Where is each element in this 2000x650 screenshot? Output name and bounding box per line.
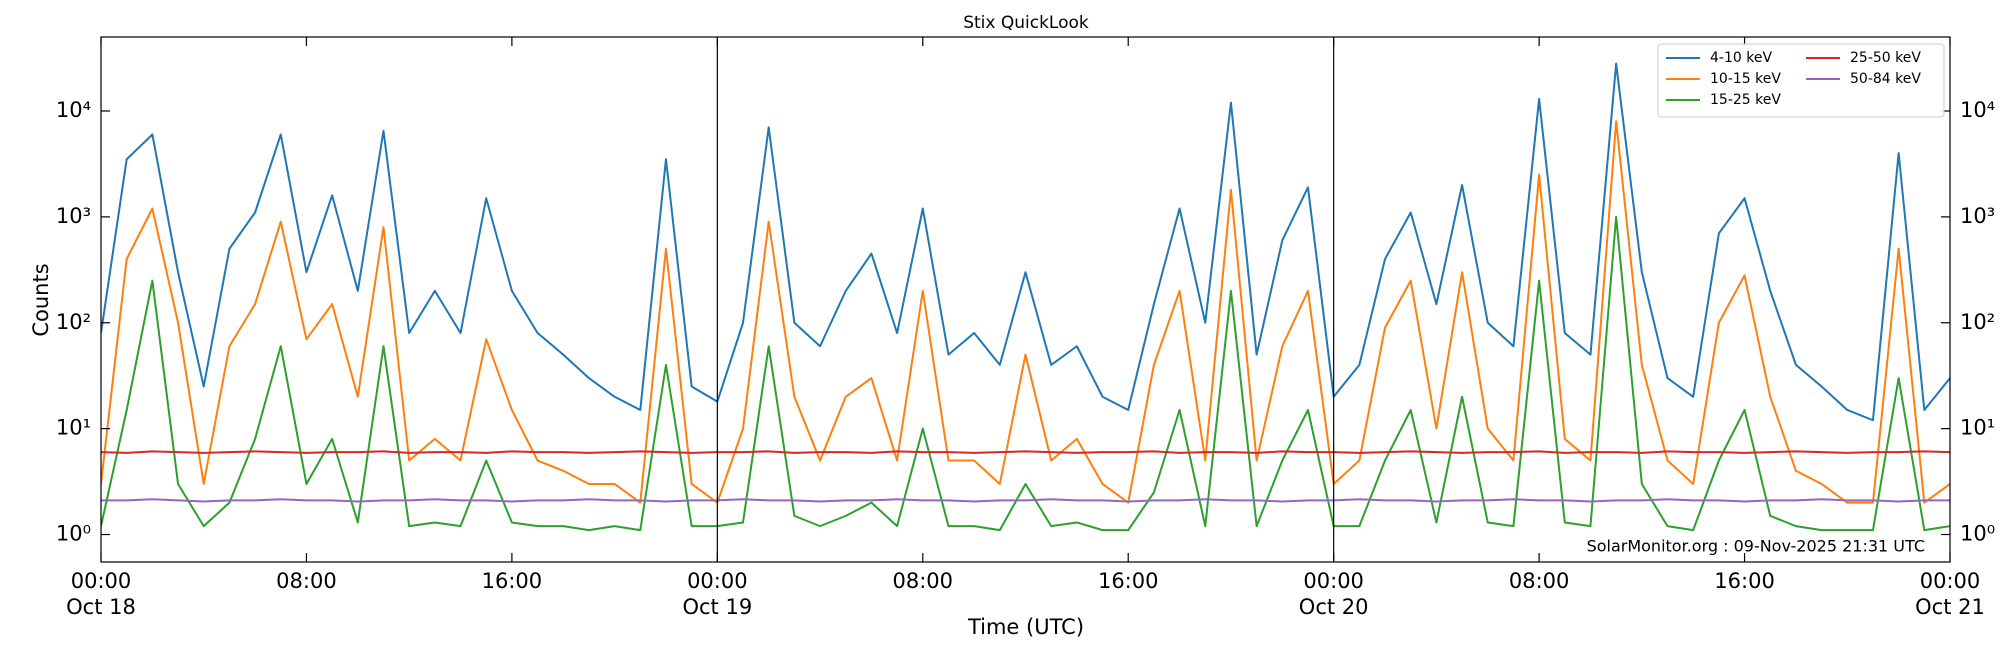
x-tick-label: 16:00 [481, 569, 543, 593]
legend-label: 15-25 keV [1710, 92, 1781, 108]
y2-tick-label: 10⁰ [1960, 522, 1995, 546]
x-tick-label: 16:00 [1714, 569, 1775, 593]
legend-label: 10-15 keV [1710, 71, 1781, 87]
y-tick-label: 10² [56, 310, 91, 334]
chart-title: Stix QuickLook [963, 13, 1089, 33]
x-tick-label: 08:00 [276, 569, 337, 593]
y2-tick-label: 10⁴ [1960, 98, 1995, 122]
legend-label: 25-50 keV [1850, 50, 1921, 66]
x-axis-label: Time (UTC) [967, 615, 1084, 639]
legend: 4-10 keV 10-15 keV 15-25 keV 25-50 keV 50-84… [1657, 43, 1945, 118]
plot-area [101, 62, 1950, 532]
annotation: SolarMonitor.org : 09-Nov-2025 21:31 UTC [1587, 537, 1925, 556]
y-tick-label: 10¹ [56, 416, 91, 440]
y-tick-label: 10⁰ [56, 522, 91, 546]
y2-tick-label: 10² [1960, 310, 1995, 334]
x-tick-label: 08:00 [892, 569, 954, 593]
y-axis-label: Counts [29, 263, 53, 336]
plot-frame [100, 36, 1951, 563]
y2-tick-label: 10³ [1960, 204, 1995, 228]
y-tick-label: 10³ [56, 204, 91, 228]
series-line [101, 120, 1950, 504]
y-tick-label: 10⁴ [56, 98, 91, 122]
legend-box [1657, 43, 1945, 118]
series-line [101, 498, 1950, 503]
x-tick-label: 00:00 Oct 20 [1298, 569, 1369, 619]
x-tick-label: 00:00 Oct 21 [1915, 569, 1985, 619]
y2-tick-label: 10¹ [1960, 416, 1995, 440]
x-tick-label: 00:00 Oct 18 [66, 569, 136, 619]
x-tick-label: 00:00 Oct 19 [682, 569, 753, 619]
series-line [101, 62, 1950, 422]
x-tick-label: 08:00 [1508, 569, 1570, 593]
legend-label: 50-84 keV [1850, 71, 1921, 87]
series-line [101, 215, 1950, 532]
series-line [101, 450, 1950, 454]
x-tick-label: 16:00 [1097, 569, 1159, 593]
legend-label: 4-10 keV [1710, 50, 1772, 66]
